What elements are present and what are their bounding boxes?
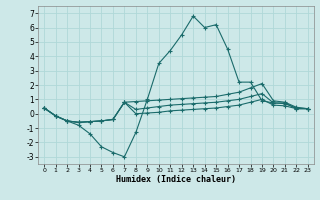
X-axis label: Humidex (Indice chaleur): Humidex (Indice chaleur)	[116, 175, 236, 184]
